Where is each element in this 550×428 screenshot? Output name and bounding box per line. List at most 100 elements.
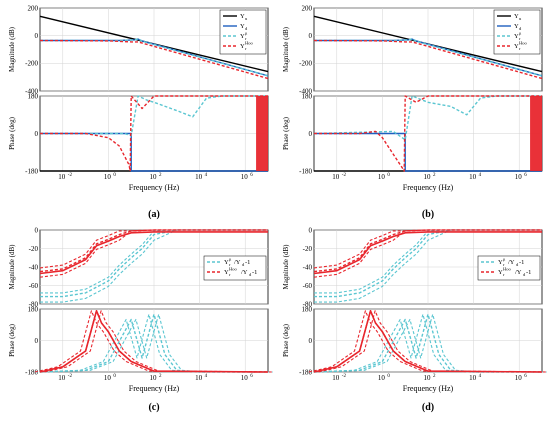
freq-tick-exponent: -2 xyxy=(68,374,73,379)
legend-sub: u xyxy=(519,16,522,21)
legend-sup: Hoo xyxy=(245,41,253,46)
legend-sub: r xyxy=(229,272,231,277)
freq-tick-label: 10 xyxy=(58,173,66,181)
mag-tick-label: -400 xyxy=(299,87,312,95)
frequency-axis-label: Frequency (Hz) xyxy=(129,183,180,192)
freq-tick-label: 10 xyxy=(241,374,249,382)
mag-tick-label: -80 xyxy=(29,300,39,308)
legend-sup: μ xyxy=(245,31,248,36)
freq-tick-exponent: 0 xyxy=(113,374,116,379)
mag-series-line xyxy=(313,229,542,273)
freq-tick-exponent: 4 xyxy=(205,374,208,379)
legend-sub: r xyxy=(503,262,505,267)
freq-tick-exponent: 2 xyxy=(433,374,436,379)
mag-series-line xyxy=(39,231,268,275)
phase-tick-label: 0 xyxy=(35,130,39,138)
phase-tick-label: 0 xyxy=(35,337,39,345)
freq-tick-exponent: 4 xyxy=(205,173,208,178)
legend-tail: /Y xyxy=(508,259,515,266)
legend-sup: Hoo xyxy=(519,41,527,46)
phase-series-line xyxy=(314,95,542,172)
phase-tick-label: 180 xyxy=(302,305,313,313)
mag-series-line xyxy=(40,229,268,303)
mag-tick-label: 200 xyxy=(28,4,39,12)
legend-tail-sub: d xyxy=(516,262,519,267)
freq-tick-label: 10 xyxy=(150,374,158,382)
freq-tick-label: 10 xyxy=(241,173,249,181)
legend-tail: /Y xyxy=(241,269,248,276)
legend-box xyxy=(477,255,541,281)
legend-sup: μ xyxy=(503,257,506,262)
phase-axis-label: Phase (deg) xyxy=(282,323,290,357)
legend-sub: r xyxy=(519,46,521,51)
freq-tick-label: 10 xyxy=(58,374,66,382)
legend-label: Y xyxy=(240,43,245,50)
legend-box xyxy=(493,9,541,55)
freq-tick-label: 10 xyxy=(515,173,523,181)
freq-tick-exponent: -2 xyxy=(68,173,73,178)
mag-series-line xyxy=(39,229,268,269)
phase-tick-label: -180 xyxy=(299,368,312,376)
magnitude-axis-label: Magnitude (dB) xyxy=(282,26,290,72)
freq-tick-exponent: 6 xyxy=(524,374,527,379)
magnitude-axis-label: Magnitude (dB) xyxy=(8,244,16,290)
legend-tail-sub: d xyxy=(249,272,252,277)
freq-tick-label: 10 xyxy=(469,173,477,181)
panel-caption: (d) xyxy=(422,402,434,413)
freq-tick-label: 10 xyxy=(424,374,432,382)
mag-series-line xyxy=(314,229,542,298)
phase-tick-label: 180 xyxy=(28,92,39,100)
mag-series-line xyxy=(40,229,268,298)
phase-tick-label: 0 xyxy=(309,337,313,345)
mag-series-line xyxy=(313,39,543,80)
phase-axis-label: Phase (deg) xyxy=(282,116,290,150)
phase-tick-label: 180 xyxy=(28,305,39,313)
frequency-axis-label: Frequency (Hz) xyxy=(403,384,454,393)
legend-sup: μ xyxy=(519,31,522,36)
legend-sub: r xyxy=(503,272,505,277)
legend-label: Y xyxy=(240,13,245,20)
freq-tick-exponent: 2 xyxy=(159,173,162,178)
phase-wrap-band xyxy=(530,96,542,171)
freq-tick-exponent: 0 xyxy=(113,173,116,178)
mag-tick-label: 0 xyxy=(35,32,39,40)
mag-tick-label: 0 xyxy=(309,226,313,234)
freq-tick-exponent: 6 xyxy=(250,374,253,379)
phase-tick-label: -180 xyxy=(25,167,38,175)
mag-tick-label: 0 xyxy=(35,226,39,234)
panel-b: 200 0 -200 -400 Magnitude (dB) 180 0 -180 Phase … xyxy=(282,4,543,220)
phase-series-line xyxy=(308,310,537,373)
phase-tick-label: 0 xyxy=(309,130,313,138)
phase-series-line xyxy=(39,310,269,373)
legend-end: -1 xyxy=(252,269,257,276)
legend-tail: /Y xyxy=(234,259,241,266)
freq-tick-label: 10 xyxy=(424,173,432,181)
legend-sub: d xyxy=(519,26,522,31)
legend-label: Y xyxy=(224,259,229,266)
freq-tick-label: 10 xyxy=(195,374,203,382)
freq-tick-exponent: 6 xyxy=(524,173,527,178)
frequency-axis-label: Frequency (Hz) xyxy=(129,384,180,393)
legend-label: Y xyxy=(240,23,245,30)
magnitude-axis-label: Magnitude (dB) xyxy=(8,26,16,72)
legend-label: Y xyxy=(240,33,245,40)
legend-tail: /Y xyxy=(515,269,522,276)
mag-series-line xyxy=(313,229,542,269)
legend-sub: r xyxy=(519,36,521,41)
legend-sub: d xyxy=(245,26,248,31)
phase-series-line xyxy=(313,95,542,141)
mag-series-line xyxy=(39,229,268,273)
legend-end: -1 xyxy=(519,259,524,266)
freq-tick-exponent: 2 xyxy=(159,374,162,379)
legend-label: Y xyxy=(514,13,519,20)
magnitude-axis-label: Magnitude (dB) xyxy=(282,244,290,290)
freq-tick-label: 10 xyxy=(195,173,203,181)
mag-tick-label: -60 xyxy=(29,282,39,290)
phase-tick-label: -180 xyxy=(25,368,38,376)
freq-tick-label: 10 xyxy=(332,173,340,181)
legend-end: -1 xyxy=(245,259,250,266)
